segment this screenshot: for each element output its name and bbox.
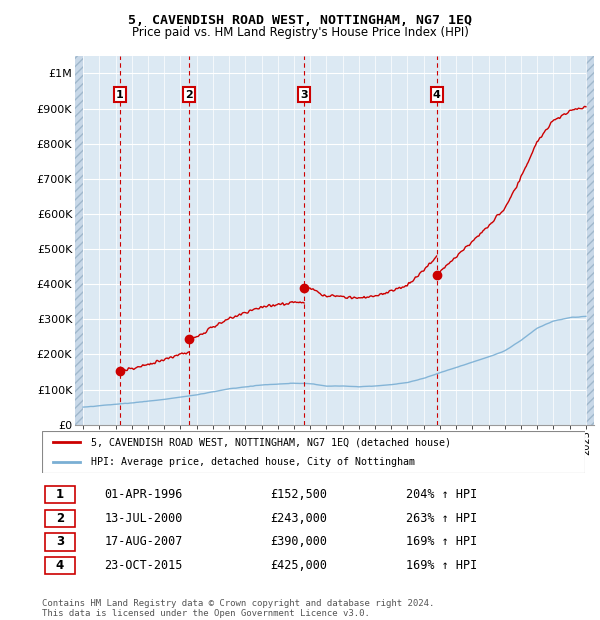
- Text: 169% ↑ HPI: 169% ↑ HPI: [406, 559, 477, 572]
- FancyBboxPatch shape: [45, 533, 74, 551]
- Text: 4: 4: [56, 559, 64, 572]
- Text: 3: 3: [301, 89, 308, 100]
- Text: 23-OCT-2015: 23-OCT-2015: [104, 559, 183, 572]
- Text: 3: 3: [56, 535, 64, 548]
- Text: HPI: Average price, detached house, City of Nottingham: HPI: Average price, detached house, City…: [91, 457, 415, 467]
- Text: 263% ↑ HPI: 263% ↑ HPI: [406, 512, 477, 525]
- Text: 1: 1: [56, 489, 64, 502]
- Text: 2: 2: [185, 89, 193, 100]
- Text: 13-JUL-2000: 13-JUL-2000: [104, 512, 183, 525]
- Text: 17-AUG-2007: 17-AUG-2007: [104, 535, 183, 548]
- Text: 1: 1: [116, 89, 124, 100]
- Text: 01-APR-1996: 01-APR-1996: [104, 489, 183, 502]
- FancyBboxPatch shape: [45, 486, 74, 503]
- Text: 169% ↑ HPI: 169% ↑ HPI: [406, 535, 477, 548]
- FancyBboxPatch shape: [42, 431, 585, 473]
- Text: 204% ↑ HPI: 204% ↑ HPI: [406, 489, 477, 502]
- Text: 5, CAVENDISH ROAD WEST, NOTTINGHAM, NG7 1EQ: 5, CAVENDISH ROAD WEST, NOTTINGHAM, NG7 …: [128, 14, 472, 27]
- FancyBboxPatch shape: [45, 557, 74, 574]
- Text: 5, CAVENDISH ROAD WEST, NOTTINGHAM, NG7 1EQ (detached house): 5, CAVENDISH ROAD WEST, NOTTINGHAM, NG7 …: [91, 437, 451, 447]
- Text: 4: 4: [433, 89, 441, 100]
- Text: £152,500: £152,500: [270, 489, 327, 502]
- Text: Price paid vs. HM Land Registry's House Price Index (HPI): Price paid vs. HM Land Registry's House …: [131, 26, 469, 39]
- Bar: [75, 56, 83, 425]
- Text: Contains HM Land Registry data © Crown copyright and database right 2024.
This d: Contains HM Land Registry data © Crown c…: [42, 599, 434, 618]
- Text: £390,000: £390,000: [270, 535, 327, 548]
- Text: £425,000: £425,000: [270, 559, 327, 572]
- FancyBboxPatch shape: [45, 510, 74, 527]
- Text: £243,000: £243,000: [270, 512, 327, 525]
- Text: 2: 2: [56, 512, 64, 525]
- Bar: [586, 56, 594, 425]
